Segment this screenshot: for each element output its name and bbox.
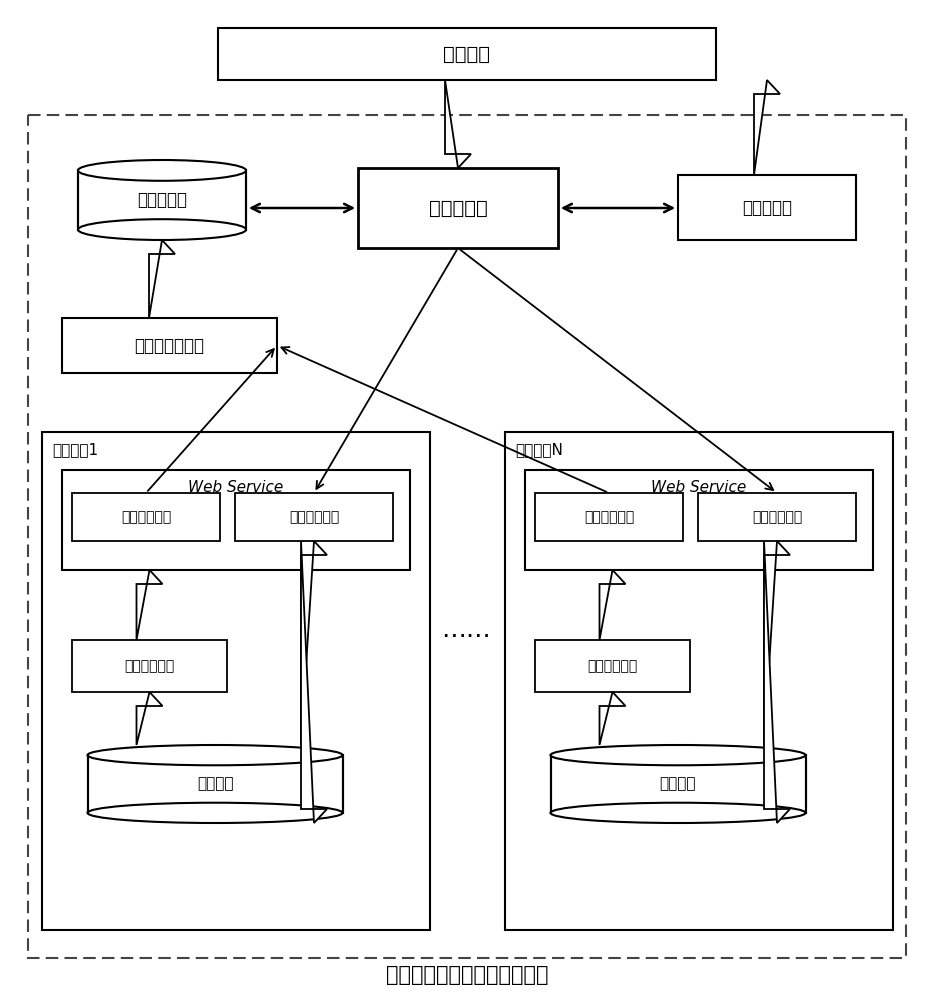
Polygon shape: [599, 692, 626, 745]
Ellipse shape: [78, 219, 246, 240]
Bar: [678, 175, 856, 240]
Text: 结果合成器: 结果合成器: [742, 198, 792, 217]
Bar: [505, 432, 893, 930]
Text: ……: ……: [441, 618, 491, 642]
Ellipse shape: [78, 160, 246, 181]
Text: 实体数据接口: 实体数据接口: [289, 510, 339, 524]
Bar: [535, 640, 690, 692]
Bar: [235, 493, 393, 541]
Polygon shape: [301, 541, 327, 745]
Text: 实体数据接口: 实体数据接口: [752, 510, 802, 524]
Text: 虚拟化的数据集成和查询系统: 虚拟化的数据集成和查询系统: [386, 965, 548, 985]
Polygon shape: [764, 541, 790, 823]
Bar: [535, 493, 683, 541]
Bar: [358, 168, 558, 248]
Text: 虚拟化封装器: 虚拟化封装器: [587, 659, 638, 673]
Polygon shape: [137, 570, 163, 640]
Ellipse shape: [88, 745, 342, 765]
Text: Web Service: Web Service: [652, 480, 747, 494]
Text: 查询请求: 查询请求: [443, 44, 491, 64]
Text: 虚拟数据接口: 虚拟数据接口: [121, 510, 171, 524]
Polygon shape: [445, 80, 471, 168]
Bar: [62, 318, 277, 373]
Bar: [72, 640, 227, 692]
Text: 查询分发器: 查询分发器: [428, 198, 487, 218]
Ellipse shape: [551, 745, 805, 765]
Ellipse shape: [551, 803, 805, 823]
Bar: [525, 470, 873, 570]
Polygon shape: [599, 570, 626, 640]
Text: Web Service: Web Service: [188, 480, 283, 494]
Text: 系统数据: 系统数据: [196, 776, 233, 792]
Polygon shape: [149, 240, 175, 318]
Polygon shape: [764, 541, 790, 745]
Polygon shape: [754, 80, 780, 175]
Bar: [88, 755, 342, 813]
Polygon shape: [301, 541, 327, 823]
Polygon shape: [137, 692, 163, 745]
Bar: [72, 493, 220, 541]
Bar: [218, 28, 716, 80]
Text: 虚拟数据集成器: 虚拟数据集成器: [135, 336, 205, 355]
Bar: [62, 470, 410, 570]
Text: 系统数据: 系统数据: [660, 776, 697, 792]
Text: 虚拟数据库: 虚拟数据库: [137, 191, 187, 209]
Bar: [551, 755, 805, 813]
Bar: [78, 170, 246, 230]
Text: 应用系统N: 应用系统N: [515, 442, 563, 458]
Bar: [28, 115, 906, 958]
Bar: [42, 432, 430, 930]
Bar: [698, 493, 856, 541]
Ellipse shape: [88, 803, 342, 823]
Text: 虚拟化封装器: 虚拟化封装器: [124, 659, 175, 673]
Text: 应用系统1: 应用系统1: [52, 442, 98, 458]
Text: 虚拟数据接口: 虚拟数据接口: [583, 510, 634, 524]
